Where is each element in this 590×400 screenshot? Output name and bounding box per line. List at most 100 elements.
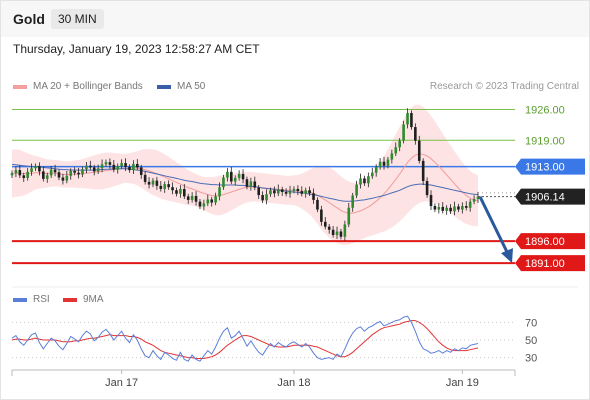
- candle-body: [183, 188, 186, 197]
- candle-body: [378, 161, 382, 168]
- rsi-tick-30: 30: [525, 353, 537, 365]
- candle-body: [374, 167, 378, 173]
- candle-body: [159, 185, 163, 189]
- legend-ma20-label: MA 20 + Bollinger Bands: [33, 81, 143, 92]
- candle-body: [367, 176, 370, 184]
- candle-body: [132, 163, 135, 171]
- candle-body: [112, 164, 116, 170]
- candle-body: [45, 175, 49, 179]
- candle-body: [104, 162, 108, 165]
- candle-body: [308, 190, 311, 194]
- candle-body: [18, 170, 22, 176]
- candle-body: [128, 167, 131, 171]
- candle-body: [476, 196, 480, 200]
- candle-body: [85, 165, 88, 170]
- candle-body: [257, 187, 261, 196]
- candle-body: [124, 163, 127, 168]
- candle-body: [210, 199, 214, 203]
- candle-body: [280, 189, 284, 193]
- forecast-arrow-line: [478, 196, 511, 257]
- candle-body: [226, 171, 229, 178]
- candle-body: [92, 167, 96, 172]
- candle-body: [175, 190, 178, 194]
- candle-body: [288, 190, 292, 194]
- rsi-9ma-line: [11, 320, 479, 359]
- bollinger-band: [12, 104, 478, 246]
- level-label-1919.00: 1919.00: [525, 135, 565, 147]
- candle-body: [77, 172, 80, 175]
- candle-body: [179, 188, 182, 194]
- legend-ma50: MA 50: [157, 81, 205, 92]
- candle-body: [190, 195, 194, 200]
- candle-body: [300, 191, 304, 194]
- candle-body: [139, 167, 143, 175]
- candle-body: [406, 113, 409, 125]
- candle-body: [26, 171, 29, 178]
- level-label-1913.00: 1913.00: [525, 162, 565, 174]
- candle-body: [457, 206, 460, 210]
- legend-rsi: RSI: [13, 294, 50, 305]
- candle-body: [327, 226, 331, 230]
- candle-body: [214, 196, 217, 203]
- x-tick-label-Jan-19: Jan 19: [446, 377, 479, 389]
- candle-body: [265, 194, 268, 201]
- candle-body: [42, 171, 45, 179]
- level-badge-1913.00: [515, 158, 585, 175]
- legend-9ma: 9MA: [63, 294, 104, 305]
- candle-body: [81, 169, 84, 175]
- candle-body: [38, 166, 41, 172]
- candle-body: [65, 175, 69, 181]
- candle-body: [69, 170, 73, 176]
- candle-body: [53, 169, 57, 173]
- candle-body: [22, 175, 26, 178]
- candle-body: [218, 187, 221, 197]
- candle-body: [323, 221, 327, 227]
- candle-body: [425, 181, 429, 196]
- candle-body: [398, 140, 401, 148]
- candle-body: [445, 207, 448, 211]
- candle-body: [433, 206, 437, 210]
- candle-body: [292, 188, 296, 191]
- candle-body: [441, 206, 445, 211]
- level-label-1891.00: 1891.00: [525, 258, 565, 270]
- candle-body: [34, 166, 37, 169]
- candle-body: [461, 206, 464, 210]
- level-label-1896.00: 1896.00: [525, 236, 565, 248]
- candle-body: [198, 201, 202, 207]
- chart-datetime: Thursday, January 19, 2023 12:58:27 AM C…: [13, 42, 260, 56]
- candle-body: [61, 177, 65, 181]
- candle-body: [222, 177, 225, 188]
- candle-body: [370, 172, 374, 177]
- candle-body: [468, 201, 472, 208]
- level-badge-1891.00: [515, 255, 585, 272]
- candle-body: [143, 174, 147, 182]
- candle-body: [335, 231, 339, 235]
- candle-body: [147, 181, 151, 185]
- ma9-swatch: [63, 297, 77, 302]
- candle-body: [363, 178, 366, 184]
- candle-body: [96, 168, 100, 172]
- candle-body: [320, 209, 323, 222]
- candle-body: [304, 190, 307, 194]
- forecast-arrow-head: [501, 248, 513, 264]
- legend-9ma-label: 9MA: [83, 294, 104, 305]
- candle-body: [151, 180, 155, 185]
- x-tick-label-Jan-18: Jan 18: [277, 377, 310, 389]
- candle-body: [229, 171, 233, 182]
- candle-body: [449, 207, 452, 212]
- level-badge-1896.00: [515, 233, 585, 250]
- candle-body: [171, 187, 174, 191]
- candle-body: [421, 160, 425, 182]
- candle-body: [249, 181, 253, 187]
- candle-body: [343, 224, 347, 237]
- candle-body: [241, 174, 245, 180]
- timeframe-badge[interactable]: 30 MIN: [51, 9, 104, 29]
- candle-body: [10, 173, 14, 176]
- candle-body: [386, 159, 390, 166]
- candle-body: [394, 147, 398, 154]
- candle-body: [269, 190, 272, 195]
- level-label-1926.00: 1926.00: [525, 105, 565, 117]
- candle-body: [410, 113, 413, 128]
